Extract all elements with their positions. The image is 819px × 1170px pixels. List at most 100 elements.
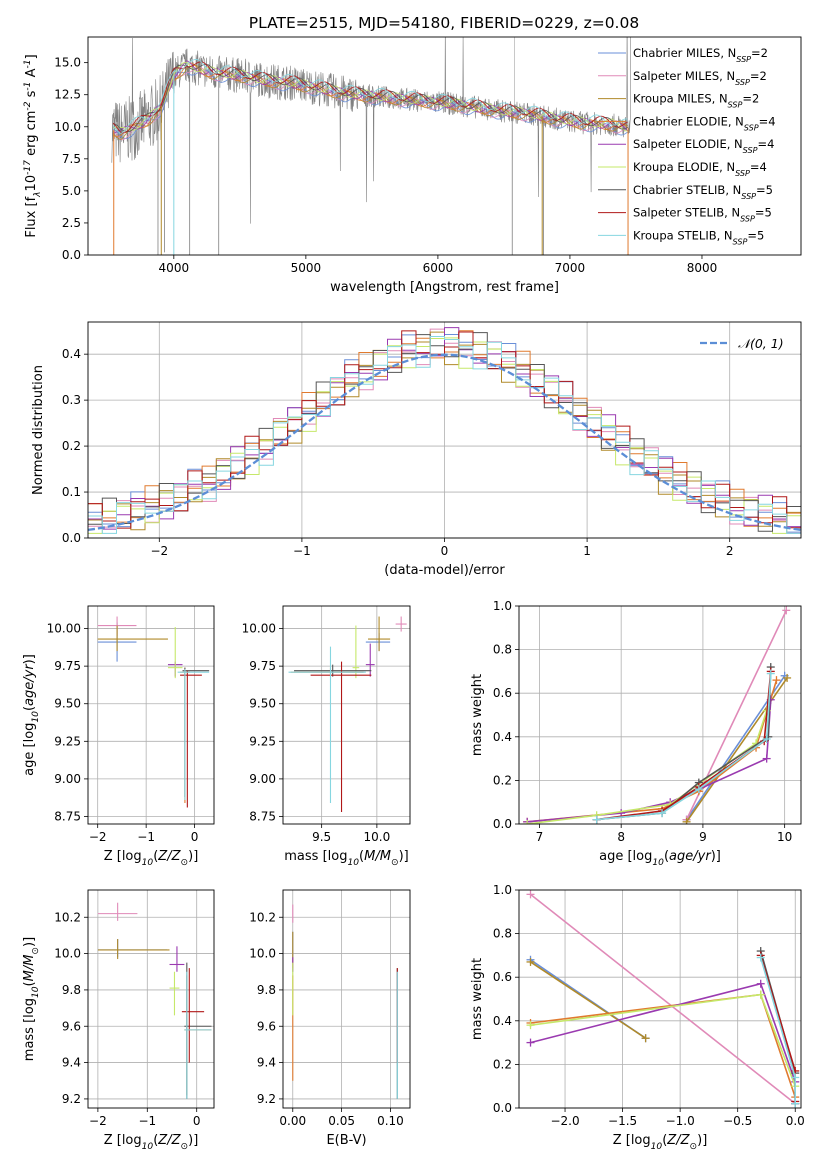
y-tick-label: 9.25 bbox=[249, 734, 276, 748]
weight-line-kroupa_miles bbox=[530, 961, 647, 1039]
y-axis-label: Normed distribution bbox=[31, 365, 46, 495]
legend-label-kroupa_stelib: Kroupa STELIB, NSSP=5 bbox=[633, 228, 764, 246]
observed-spectrum-line bbox=[111, 37, 631, 224]
weight-line-salpeter_stelib bbox=[596, 671, 772, 821]
x-tick-label: 7000 bbox=[555, 261, 586, 275]
y-axis-label: mass [log10(M/M⊙)] bbox=[22, 937, 41, 1061]
x-tick-label: 9 bbox=[699, 830, 707, 844]
weight-line-salpeter_miles bbox=[530, 893, 796, 1105]
y-tick-label: 0.1 bbox=[62, 485, 81, 499]
x-axis-label: Z [log10(Z/Z⊙)] bbox=[104, 1133, 199, 1152]
x-axis-label: mass [log10(M/M⊙)] bbox=[284, 849, 408, 868]
x-tick-label: 9.5 bbox=[312, 830, 331, 844]
y-tick-label: 0.2 bbox=[62, 439, 81, 453]
legend-label-kroupa_elodie: Kroupa ELODIE, NSSP=4 bbox=[633, 160, 767, 178]
y-tick-label: 9.8 bbox=[62, 983, 81, 997]
weight-line-chabrier_elodie bbox=[527, 679, 778, 823]
y-tick-label: 1.0 bbox=[493, 599, 512, 613]
y-tick-label: 9.00 bbox=[54, 772, 81, 786]
model-spectrum-salpeter_miles bbox=[112, 67, 628, 141]
y-axis-label: mass weight bbox=[470, 674, 485, 756]
x-tick-label: 8 bbox=[617, 830, 625, 844]
x-tick-label: 2 bbox=[726, 544, 734, 558]
chart-mass_vs_ebv: 0.00 0.05 0.10 9.2 9.4 9.6 9.8 10.0 10.2 E(B-V) bbox=[249, 889, 411, 1148]
y-tick-label: 15.0 bbox=[54, 56, 81, 70]
y-tick-label: 0.2 bbox=[493, 1057, 512, 1071]
x-axis-label: Z [log10(Z/Z⊙)] bbox=[613, 1133, 708, 1152]
chart-mass_weight_vs_Z: −2.0 −1.5 −1.0 −0.5 0.0 0.0 0.2 0.4 0.6 0.8 1.0 Z [… bbox=[470, 883, 805, 1152]
x-tick-label: 4000 bbox=[159, 261, 190, 275]
x-tick-label: 1 bbox=[583, 544, 591, 558]
axes-frame bbox=[87, 321, 802, 539]
weight-line-chabrier_elodie bbox=[530, 993, 796, 1098]
chart-mass_weight_vs_age: 7 8 9 10 0.0 0.2 0.4 0.6 0.8 1.0 age [log10(age/yr… bbox=[470, 599, 802, 868]
y-tick-label: 10.0 bbox=[54, 120, 81, 134]
y-tick-label: 10.0 bbox=[54, 947, 81, 961]
axes-frame bbox=[518, 605, 802, 825]
x-tick-label: 0.10 bbox=[377, 1114, 404, 1128]
y-axis-label: mass weight bbox=[470, 958, 485, 1040]
x-tick-label: 8000 bbox=[687, 261, 718, 275]
y-tick-label: 1.0 bbox=[493, 883, 512, 897]
legend-label-salpeter_elodie: Salpeter ELODIE, NSSP=4 bbox=[633, 137, 774, 155]
x-tick-label: 0.05 bbox=[328, 1114, 355, 1128]
x-tick-label: −1 bbox=[137, 830, 155, 844]
x-tick-label: −2 bbox=[89, 830, 107, 844]
x-axis-label: age [log10(age/yr)] bbox=[599, 849, 721, 868]
y-tick-label: 0.0 bbox=[493, 1101, 512, 1115]
legend-label-chabrier_miles: Chabrier MILES, NSSP=2 bbox=[633, 46, 768, 64]
x-axis-label: (data-model)/error bbox=[384, 563, 505, 578]
x-tick-label: 5000 bbox=[291, 261, 322, 275]
y-tick-label: 12.5 bbox=[54, 88, 81, 102]
chart-age_vs_Z: −2 −1 0 8.75 9.00 9.25 9.50 9.75 10.00 Z [log10(Z… bbox=[22, 605, 215, 868]
y-tick-label: 0.4 bbox=[62, 347, 81, 361]
x-axis-label: Z [log10(Z/Z⊙)] bbox=[104, 849, 199, 868]
y-axis-label: age [log10(age/yr)] bbox=[22, 654, 41, 776]
plot-area bbox=[288, 616, 407, 812]
x-axis-label: E(B-V) bbox=[326, 1133, 366, 1148]
x-axis-label: wavelength [Angstrom, rest frame] bbox=[330, 280, 559, 295]
x-tick-label: 0 bbox=[193, 1114, 201, 1128]
y-tick-label: 9.2 bbox=[257, 1092, 276, 1106]
x-tick-label: −0.5 bbox=[723, 1114, 752, 1128]
x-tick-label: −2 bbox=[150, 544, 168, 558]
axes-frame bbox=[87, 36, 802, 256]
x-tick-label: 0 bbox=[191, 830, 199, 844]
y-tick-label: 5.0 bbox=[62, 184, 81, 198]
x-tick-label: 0 bbox=[441, 544, 449, 558]
y-tick-label: 10.00 bbox=[242, 622, 276, 636]
y-tick-label: 10.2 bbox=[54, 910, 81, 924]
x-tick-label: 10 bbox=[777, 830, 792, 844]
y-tick-label: 9.00 bbox=[249, 772, 276, 786]
normal-curve-line bbox=[88, 353, 801, 532]
y-tick-label: 9.75 bbox=[54, 659, 81, 673]
y-tick-label: 0.6 bbox=[493, 686, 512, 700]
y-tick-label: 10.2 bbox=[249, 910, 276, 924]
y-tick-label: 9.4 bbox=[62, 1056, 81, 1070]
axes-frame bbox=[518, 889, 802, 1109]
x-tick-label: 7 bbox=[536, 830, 544, 844]
axes-frame bbox=[282, 889, 411, 1109]
y-tick-label: 7.5 bbox=[62, 152, 81, 166]
y-tick-label: 9.6 bbox=[62, 1019, 81, 1033]
chart-mass_vs_Z: −2 −1 0 9.2 9.4 9.6 9.8 10.0 10.2 Z [log10(Z/Z⊙)]… bbox=[22, 889, 215, 1152]
y-tick-label: 8.75 bbox=[54, 809, 81, 823]
x-tick-label: −1.0 bbox=[666, 1114, 695, 1128]
y-tick-label: 0.2 bbox=[493, 773, 512, 787]
y-tick-label: 9.50 bbox=[249, 697, 276, 711]
plot-area bbox=[88, 327, 801, 534]
model-spectrum-kroupa_stelib bbox=[112, 59, 628, 134]
y-tick-label: 0.0 bbox=[62, 248, 81, 262]
y-tick-label: 0.3 bbox=[62, 393, 81, 407]
y-tick-label: 9.50 bbox=[54, 697, 81, 711]
plot-area bbox=[111, 37, 631, 255]
x-tick-label: 0.0 bbox=[786, 1114, 805, 1128]
spectrum-legend: Chabrier MILES, NSSP=2 Salpeter MILES, NS… bbox=[598, 46, 776, 246]
y-tick-label: 0.4 bbox=[493, 1014, 512, 1028]
model-spectrum-chabrier_miles bbox=[112, 69, 628, 139]
y-axis-label: Flux [fλ10-17 erg cm-2 s-1 A-1] bbox=[23, 54, 43, 237]
y-tick-label: 0.0 bbox=[493, 817, 512, 831]
y-tick-label: 0.8 bbox=[493, 643, 512, 657]
model-spectrum-kroupa_elodie bbox=[112, 61, 628, 132]
x-tick-label: 6000 bbox=[423, 261, 454, 275]
